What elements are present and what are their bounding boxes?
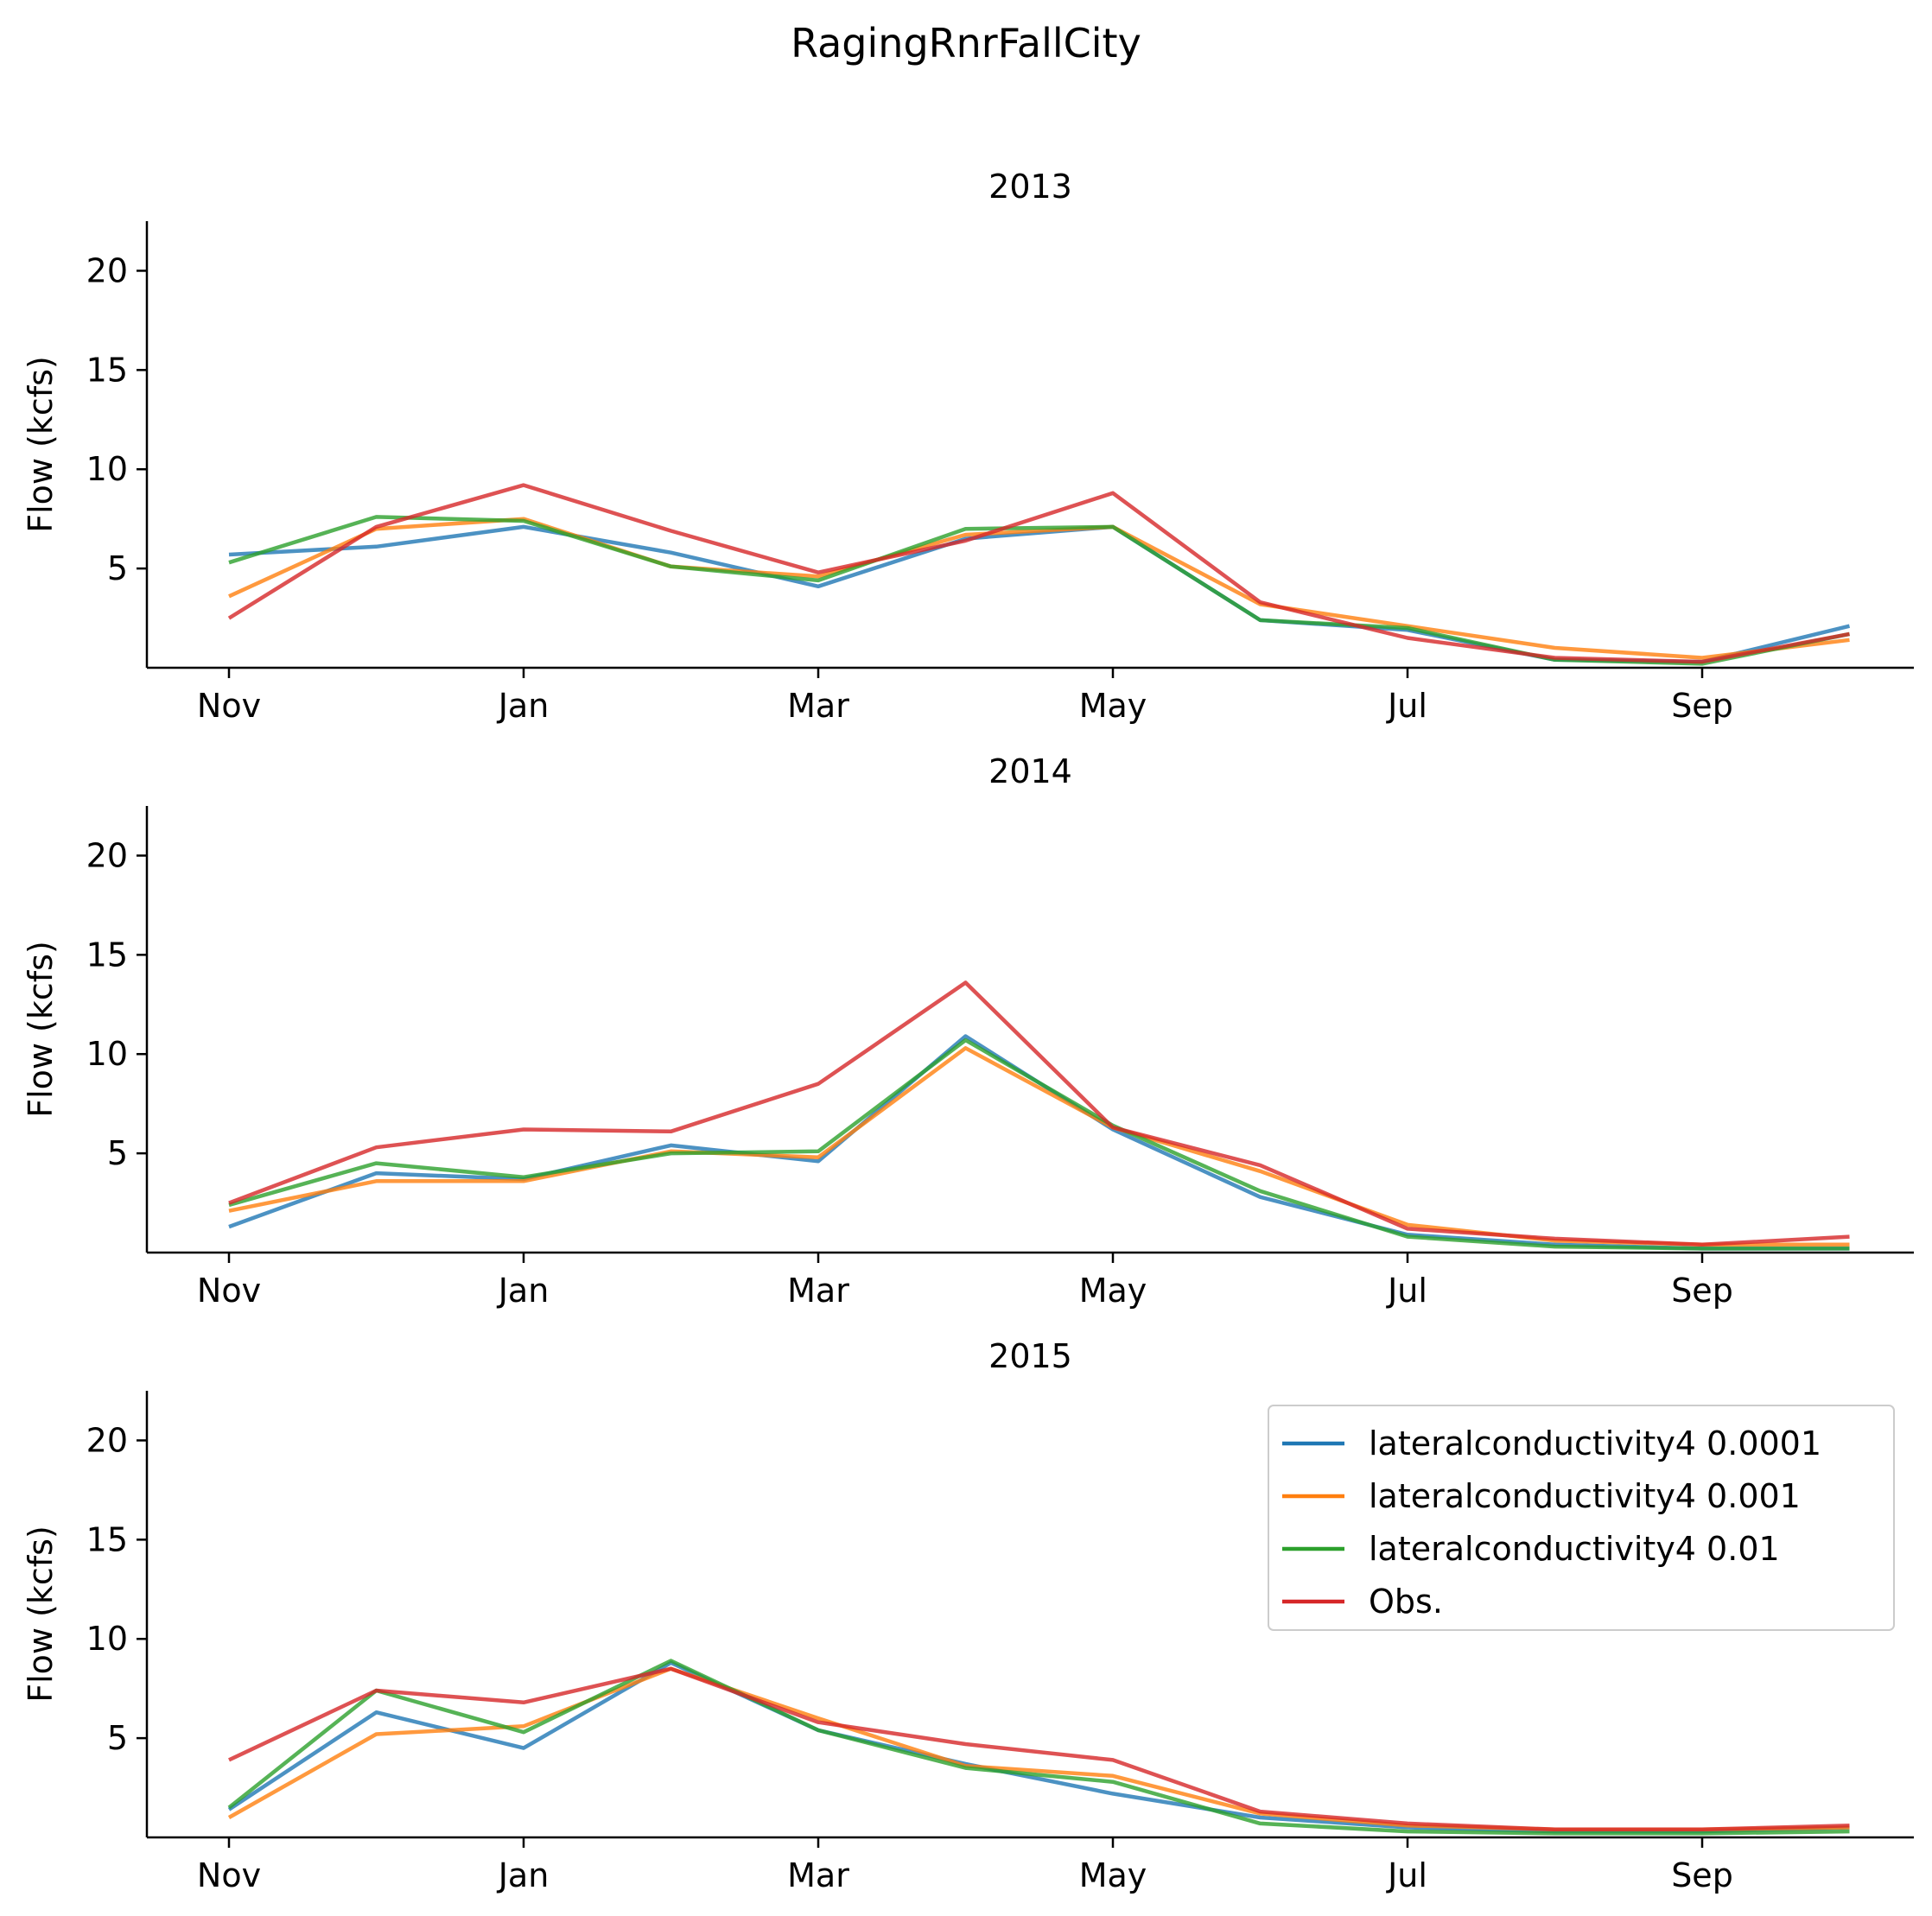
x-tick-label: May <box>1079 1856 1147 1894</box>
series-line-2 <box>228 1046 1850 1247</box>
legend-label: lateralconductivity4 0.01 <box>1369 1530 1780 1568</box>
x-tick-label: May <box>1079 687 1147 725</box>
y-tick-label: 5 <box>107 549 128 587</box>
series-line-1 <box>228 524 1851 664</box>
y-tick-label: 15 <box>86 351 128 389</box>
series-line-3 <box>227 1659 1850 1836</box>
subplot-2014: 2014 Flow (kcfs) 5 10 15 20 Nov Jan Mar May Jul Sep <box>22 752 1914 1310</box>
legend: lateralconductivity4 0.0001 lateralconduc… <box>1268 1405 1895 1631</box>
legend-label: lateralconductivity4 0.0001 <box>1369 1424 1821 1462</box>
x-tick-label: Sep <box>1671 687 1733 725</box>
subplot-title: 2015 <box>988 1337 1072 1375</box>
series-line-4 <box>228 1666 1850 1832</box>
x-tick-label: Nov <box>197 1856 261 1894</box>
x-tick-label: May <box>1079 1272 1147 1310</box>
series-line-2 <box>227 1666 1850 1832</box>
y-tick-label: 20 <box>86 836 128 874</box>
y-tick-label: 5 <box>107 1719 128 1757</box>
x-tick-label: Jan <box>497 687 550 725</box>
y-tick-label: 15 <box>86 1520 128 1558</box>
series-line-4 <box>227 483 1850 664</box>
legend-label: Obs. <box>1369 1583 1443 1621</box>
series-line-2 <box>228 517 1850 660</box>
y-tick-label: 20 <box>86 251 128 289</box>
x-tick-label: Nov <box>197 687 261 725</box>
legend-frame <box>1268 1405 1895 1631</box>
y-axis-label: Flow (kcfs) <box>22 1526 60 1703</box>
y-tick-label: 15 <box>86 936 128 974</box>
series-line-4 <box>228 980 1850 1247</box>
subplot-2013: 2013 Flow (kcfs) 5 10 15 20 Nov Jan Mar May Jul Sep <box>22 168 1914 725</box>
y-tick-label: 10 <box>86 1035 128 1073</box>
x-tick-label: Sep <box>1671 1856 1733 1894</box>
subplot-title: 2014 <box>988 752 1072 790</box>
subplots: 2013 Flow (kcfs) 5 10 15 20 Nov Jan Mar May Jul Sep… <box>22 168 1914 1894</box>
x-tick-label: Jul <box>1386 1272 1427 1310</box>
x-tick-label: Jul <box>1386 687 1427 725</box>
series-line-1 <box>227 1660 1850 1834</box>
series-line-3 <box>228 1037 1850 1251</box>
x-tick-label: Mar <box>787 1272 849 1310</box>
y-tick-label: 20 <box>86 1421 128 1459</box>
series-line-1 <box>228 1034 1850 1251</box>
y-axis-label: Flow (kcfs) <box>22 356 60 533</box>
legend-label: lateralconductivity4 0.001 <box>1369 1477 1801 1515</box>
series-line-3 <box>228 515 1850 666</box>
y-tick-label: 10 <box>86 450 128 488</box>
subplot-title: 2013 <box>988 168 1072 206</box>
figure-title: RagingRnrFallCity <box>791 20 1141 67</box>
y-axis-label: Flow (kcfs) <box>22 941 60 1118</box>
x-tick-label: Jan <box>497 1856 550 1894</box>
x-tick-label: Jul <box>1386 1856 1427 1894</box>
x-tick-label: Mar <box>787 687 849 725</box>
x-tick-label: Sep <box>1671 1272 1733 1310</box>
y-tick-label: 10 <box>86 1620 128 1658</box>
subplot-2015: 2015 Flow (kcfs) 5 10 15 20 Nov Jan Mar May Jul Sep… <box>22 1337 1914 1894</box>
y-tick-label: 5 <box>107 1134 128 1172</box>
x-tick-label: Mar <box>787 1856 849 1894</box>
x-tick-label: Nov <box>197 1272 261 1310</box>
x-tick-label: Jan <box>497 1272 550 1310</box>
